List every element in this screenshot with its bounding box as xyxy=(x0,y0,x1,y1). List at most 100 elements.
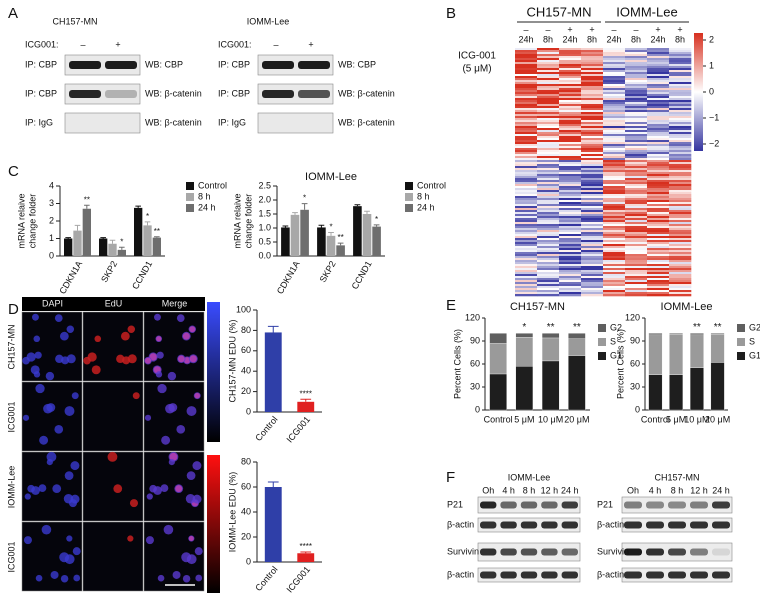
heat-cell xyxy=(515,188,538,191)
bar xyxy=(64,238,73,256)
heat-cell xyxy=(669,116,692,119)
heat-cell xyxy=(603,240,626,243)
y-axis-label: mRNA relaive xyxy=(16,193,26,248)
heat-cell xyxy=(581,84,604,87)
heat-cell xyxy=(559,272,582,275)
heat-cell xyxy=(559,236,582,239)
heat-cell xyxy=(559,138,582,141)
heat-cell xyxy=(559,164,582,167)
heat-cell xyxy=(537,214,560,217)
heat-cell xyxy=(515,88,538,91)
heat-cell xyxy=(669,192,692,195)
heat-cell xyxy=(537,138,560,141)
heat-cell xyxy=(559,182,582,185)
heat-cell xyxy=(603,54,626,57)
heat-cell xyxy=(669,230,692,233)
heat-cell xyxy=(603,210,626,213)
heat-cell xyxy=(647,284,670,287)
heat-cell xyxy=(669,206,692,209)
heat-cell xyxy=(559,196,582,199)
significance: ** xyxy=(693,322,701,333)
heat-cell xyxy=(559,290,582,293)
heat-cell xyxy=(669,186,692,189)
heat-cell xyxy=(647,52,670,55)
heat-cell xyxy=(647,156,670,159)
heat-cell xyxy=(581,148,604,151)
heat-cell xyxy=(581,290,604,293)
heat-cell xyxy=(537,220,560,223)
heat-cell xyxy=(603,220,626,223)
time: 24h xyxy=(518,34,533,44)
y-tick-label: 60 xyxy=(470,358,480,368)
row-label: P21 xyxy=(447,499,463,509)
heat-cell xyxy=(515,148,538,151)
heat-cell xyxy=(581,78,604,81)
heat-cell xyxy=(581,252,604,255)
heat-cell xyxy=(515,294,538,297)
heat-cell xyxy=(625,116,648,119)
error-bar xyxy=(144,221,151,226)
blot-band xyxy=(500,571,517,579)
heat-cell xyxy=(515,116,538,119)
heat-cell xyxy=(625,86,648,89)
heat-cell xyxy=(537,88,560,91)
heat-cell xyxy=(669,228,692,231)
heat-cell xyxy=(515,288,538,291)
heat-cell xyxy=(581,54,604,57)
edu-signal xyxy=(94,335,102,343)
bar-segment xyxy=(669,374,684,411)
heat-cell xyxy=(537,284,560,287)
heat-cell xyxy=(647,188,670,191)
error-bar xyxy=(337,242,344,246)
treatment: – xyxy=(545,24,550,34)
heat-cell xyxy=(647,48,670,51)
heat-cell xyxy=(625,122,648,125)
heat-cell xyxy=(537,180,560,183)
heat-cell xyxy=(603,182,626,185)
legend-label: G1 xyxy=(749,350,760,360)
heat-cell xyxy=(603,56,626,59)
heat-cell xyxy=(581,204,604,207)
bar xyxy=(317,227,326,256)
heat-cell xyxy=(537,124,560,127)
heat-cell xyxy=(581,206,604,209)
y-tick-label: 60 xyxy=(241,481,251,491)
blot xyxy=(257,112,334,134)
heat-cell xyxy=(581,96,604,99)
heat-cell xyxy=(603,70,626,73)
heat-cell xyxy=(559,98,582,101)
blot-band xyxy=(690,571,708,579)
y-tick-label: 120 xyxy=(465,312,480,322)
heat-cell xyxy=(537,210,560,213)
blot-title: CH157-MN xyxy=(654,472,699,482)
heat-cell xyxy=(669,274,692,277)
bar xyxy=(82,208,91,256)
heat-cell xyxy=(669,244,692,247)
heat-cell xyxy=(581,162,604,165)
heat-cell xyxy=(625,278,648,281)
legend-label: Control xyxy=(417,180,446,190)
heat-cell xyxy=(537,62,560,65)
heat-cell xyxy=(581,52,604,55)
heat-cell xyxy=(669,172,692,175)
heat-cell xyxy=(581,230,604,233)
heat-cell xyxy=(581,60,604,63)
heat-cell xyxy=(669,226,692,229)
nucleus xyxy=(33,371,41,378)
heat-cell xyxy=(647,182,670,185)
nucleus xyxy=(63,494,74,504)
blot-band xyxy=(520,548,538,556)
heat-cell xyxy=(537,228,560,231)
heat-cell xyxy=(603,126,626,129)
heat-cell xyxy=(559,68,582,71)
heat-cell xyxy=(581,80,604,83)
nucleus xyxy=(38,484,47,493)
nucleus xyxy=(41,524,52,535)
nucleus xyxy=(176,314,185,322)
heat-cell xyxy=(559,238,582,241)
heat-cell xyxy=(559,198,582,201)
heat-cell xyxy=(647,276,670,279)
heat-cell xyxy=(603,48,626,51)
blot-band xyxy=(561,548,578,556)
row-label: ICG001 xyxy=(6,541,16,572)
